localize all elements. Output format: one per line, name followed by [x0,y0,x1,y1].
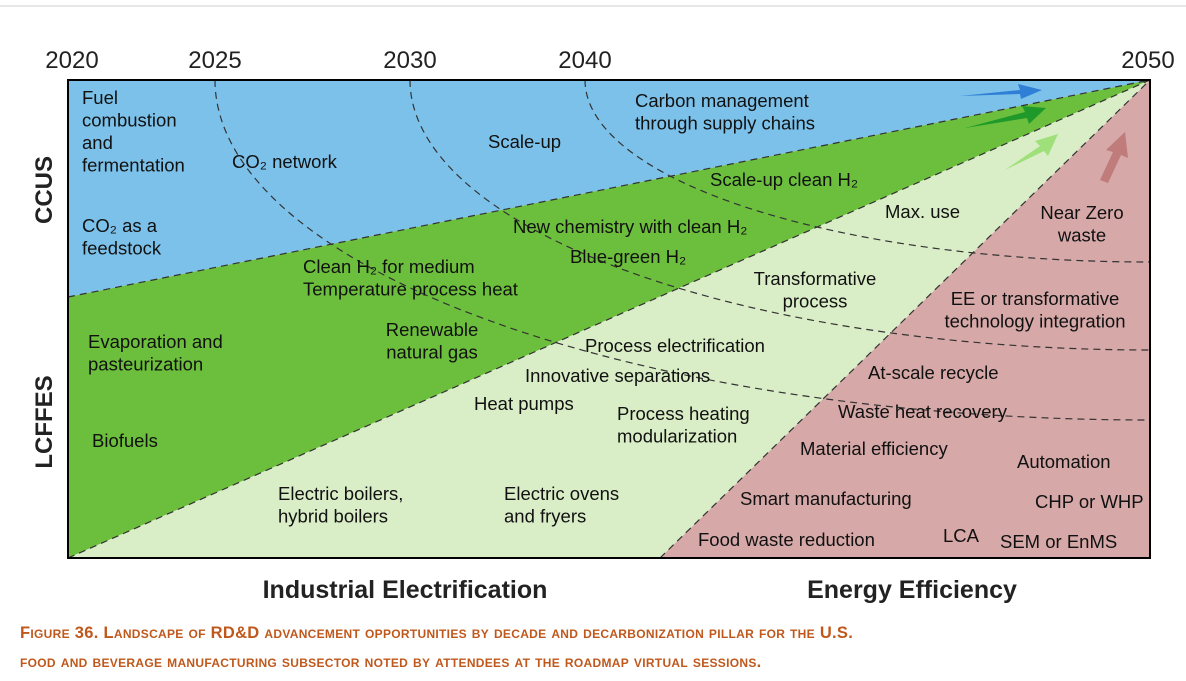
opportunity-label: pasteurization [88,354,203,375]
opportunity-label: Heat pumps [474,393,574,414]
opportunity-label: Material efficiency [800,438,948,459]
opportunity-label: Waste heat recovery [838,401,1008,422]
year: 2050 [1121,47,1174,74]
opportunity-label: Carbon management [635,90,809,111]
opportunity-label: and fryers [504,506,586,527]
opportunity-label: Scale-up [488,131,561,152]
opportunity-label: Clean H₂ for medium [303,256,475,277]
year: 2025 [188,47,241,74]
opportunity-label: Electric ovens [504,483,619,504]
year: 2030 [383,47,436,74]
opportunity-label: Max. use [885,201,960,222]
opportunity-label: process [783,291,848,312]
decade-arc [409,79,1151,351]
opportunity-label: SEM or EnMS [1000,531,1117,552]
opportunity-label: Electric boilers, [278,483,403,504]
opportunity-label: Innovative separations [525,365,710,386]
opportunity-label: Transformative [754,268,877,289]
opportunity-label: Fuel [82,87,118,108]
opportunity-label: At-scale recycle [868,362,999,383]
boundary [659,79,1151,559]
opportunity-label: through supply chains [635,113,815,134]
arrows [960,84,1128,183]
opportunity-label: Biofuels [92,430,158,451]
year: 2040 [558,47,611,74]
row-label: LCFFES [31,375,58,468]
opportunity-label: Evaporation and [88,331,223,352]
arrow [960,84,1042,99]
column-label: Energy Efficiency [807,576,1017,604]
opportunity-label: Process heating [617,403,750,424]
opportunity-label: Process electrification [585,335,765,356]
opportunity-label: natural gas [386,342,478,363]
landscape [67,79,1151,559]
caption: food and beverage manufacturing subsecto… [20,653,762,671]
column-label: Industrial Electrification [263,576,548,604]
opportunity-label: Temperature process heat [303,279,518,300]
opportunity-label: CO₂ network [232,151,338,172]
opportunity-label: Renewable [386,319,479,340]
opportunity-label: and [82,132,113,153]
opportunity-label: combustion [82,110,177,131]
years: 2020 2025 2030 2040 2050 [45,47,1174,74]
caption: Figure 36. Landscape of RD&D advancement… [20,624,853,642]
arrow [1100,132,1128,183]
frame [67,79,1151,559]
opportunity-label: CHP or WHP [1035,491,1144,512]
opportunity-label: modularization [617,426,737,447]
opportunity-label: New chemistry with clean H₂ [513,216,747,237]
opportunity-label: feedstock [82,238,162,259]
opportunity-label: Food waste reduction [698,529,875,550]
opportunity-label: technology integration [944,311,1125,332]
opportunity-label: Blue-green H₂ [570,246,686,267]
opportunity-label: LCA [943,525,980,546]
boundary [67,79,1151,298]
opportunity-label: Automation [1017,451,1111,472]
arrow [1005,134,1058,170]
opportunity-label: EE or transformative [951,288,1120,309]
opportunity-label: hybrid boilers [278,506,388,527]
opportunity-label: Scale-up clean H₂ [710,169,858,190]
decade-arc [214,79,1151,421]
opportunity-label: Near Zero [1040,202,1123,223]
opportunity-label: fermentation [82,155,185,176]
opportunity-label: CO₂ as a [82,215,158,236]
arrow [965,106,1046,128]
opportunity-label: Smart manufacturing [740,488,912,509]
opportunity-label: waste [1057,225,1106,246]
row-label: CCUS [31,156,58,224]
year: 2020 [45,47,98,74]
decade-arc [584,79,1151,263]
boundary [67,79,1151,559]
